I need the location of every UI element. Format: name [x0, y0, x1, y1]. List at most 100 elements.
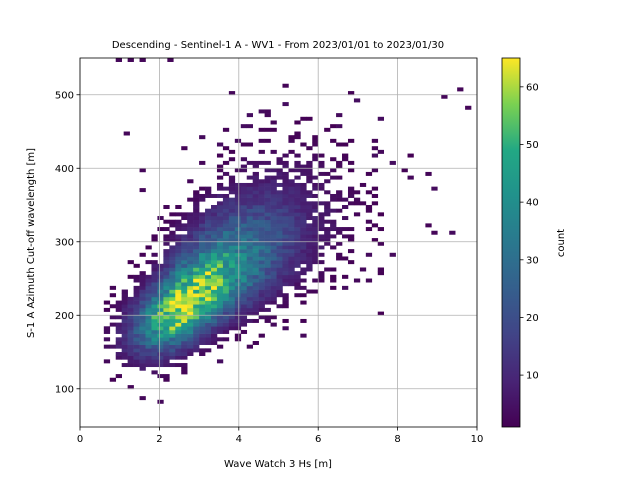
heatmap-cell — [133, 307, 140, 312]
heatmap-cell — [258, 241, 265, 246]
heatmap-cell — [294, 193, 301, 198]
heatmap-cell — [205, 315, 212, 320]
heatmap-cell — [258, 208, 265, 213]
heatmap-cell — [252, 186, 259, 191]
heatmap-cell — [216, 234, 224, 239]
heatmap-cell — [151, 355, 158, 360]
heatmap-cell — [193, 223, 200, 228]
heatmap-cell — [330, 267, 337, 272]
heatmap-cell — [199, 249, 206, 254]
heatmap-cell — [181, 352, 188, 356]
heatmap-cell — [270, 245, 277, 250]
heatmap-cell — [145, 307, 152, 312]
heatmap-cell — [264, 318, 271, 323]
heatmap-cell — [318, 252, 325, 257]
heatmap-cell — [276, 219, 283, 224]
heatmap-cell — [300, 219, 307, 224]
heatmap-cell — [246, 271, 253, 276]
heatmap-cell — [288, 260, 295, 265]
heatmap-cell — [288, 274, 295, 279]
heatmap-cell — [163, 337, 170, 342]
heatmap-cell — [199, 197, 206, 202]
heatmap-cell — [288, 138, 295, 143]
heatmap-cell — [193, 267, 200, 272]
heatmap-cell — [145, 333, 152, 338]
heatmap-cell — [199, 274, 206, 279]
heatmap-cell — [222, 260, 230, 265]
heatmap-cell — [163, 238, 170, 243]
heatmap-cell — [222, 223, 230, 228]
heatmap-cell — [228, 267, 236, 272]
heatmap-cell — [300, 205, 307, 209]
heatmap-cell — [276, 216, 283, 221]
heatmap-cell — [157, 318, 164, 323]
heatmap-cell — [282, 256, 289, 261]
heatmap-cell — [306, 160, 313, 165]
heatmap-cell — [234, 263, 242, 268]
heatmap-cell — [252, 171, 259, 176]
heatmap-cell — [252, 227, 259, 232]
heatmap-cell — [264, 138, 271, 143]
heatmap-cell — [139, 329, 146, 334]
heatmap-cell — [258, 205, 265, 209]
heatmap-cell — [121, 348, 128, 353]
heatmap-cell — [193, 234, 200, 239]
heatmap-cell — [151, 234, 158, 239]
heatmap-cell — [228, 318, 236, 323]
heatmap-cell — [175, 238, 182, 243]
heatmap-cell — [294, 263, 301, 268]
heatmap-cell — [228, 300, 236, 305]
heatmap-cell — [300, 168, 307, 173]
heatmap-cell — [199, 296, 206, 301]
heatmap-cell — [121, 352, 128, 356]
heatmap-cell — [145, 274, 152, 279]
heatmap-cell — [294, 182, 301, 187]
heatmap-cell — [151, 260, 158, 265]
heatmap-cell — [270, 296, 277, 301]
heatmap-cell — [240, 238, 248, 243]
heatmap-cell — [371, 153, 379, 158]
heatmap-cell — [187, 315, 194, 320]
heatmap-cell — [169, 348, 176, 353]
heatmap-cell — [187, 293, 194, 298]
heatmap-cell — [294, 285, 301, 290]
heatmap-cell — [258, 249, 265, 254]
heatmap-cell — [282, 83, 289, 88]
heatmap-cell — [163, 311, 170, 316]
heatmap-cell — [288, 267, 295, 272]
heatmap-cell — [276, 208, 283, 213]
heatmap-cell — [240, 285, 248, 290]
heatmap-cell — [187, 249, 194, 254]
heatmap-cell — [145, 341, 152, 345]
heatmap-cell — [312, 153, 319, 158]
heatmap-cell — [288, 179, 295, 184]
heatmap-cell — [139, 355, 146, 360]
heatmap-cell — [234, 216, 242, 221]
heatmap-cell — [211, 341, 218, 345]
heatmap-cell — [425, 171, 432, 176]
heatmap-cell — [228, 201, 236, 206]
heatmap-cell — [264, 127, 271, 132]
heatmap-cell — [222, 329, 230, 334]
heatmap-cell — [330, 157, 337, 162]
heatmap-cell — [163, 322, 170, 327]
heatmap-cell — [163, 333, 170, 338]
heatmap-cell — [133, 318, 140, 323]
heatmap-cell — [282, 175, 289, 180]
heatmap-cell — [300, 197, 307, 202]
heatmap-cell — [258, 256, 265, 261]
heatmap-cell — [228, 241, 236, 246]
heatmap-cell — [139, 333, 146, 338]
heatmap-cell — [127, 385, 134, 390]
heatmap-cell — [145, 311, 152, 316]
heatmap-cell — [193, 329, 200, 334]
heatmap-cell — [282, 274, 289, 279]
heatmap-cell — [193, 304, 200, 309]
heatmap-cell — [139, 304, 146, 309]
heatmap-cell — [240, 271, 248, 276]
heatmap-cell — [306, 289, 313, 294]
heatmap-cell — [294, 282, 301, 287]
heatmap-cell — [169, 341, 176, 345]
heatmap-cell — [103, 300, 111, 305]
heatmap-cell — [258, 182, 265, 187]
